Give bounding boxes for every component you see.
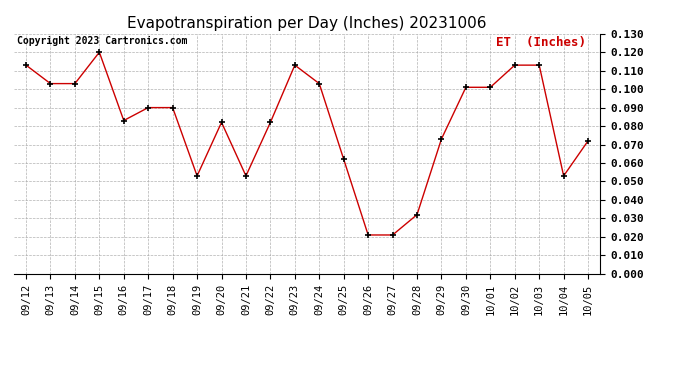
Title: Evapotranspiration per Day (Inches) 20231006: Evapotranspiration per Day (Inches) 2023… (127, 16, 487, 31)
Text: ET  (Inches): ET (Inches) (495, 36, 586, 49)
Text: Copyright 2023 Cartronics.com: Copyright 2023 Cartronics.com (17, 36, 187, 46)
